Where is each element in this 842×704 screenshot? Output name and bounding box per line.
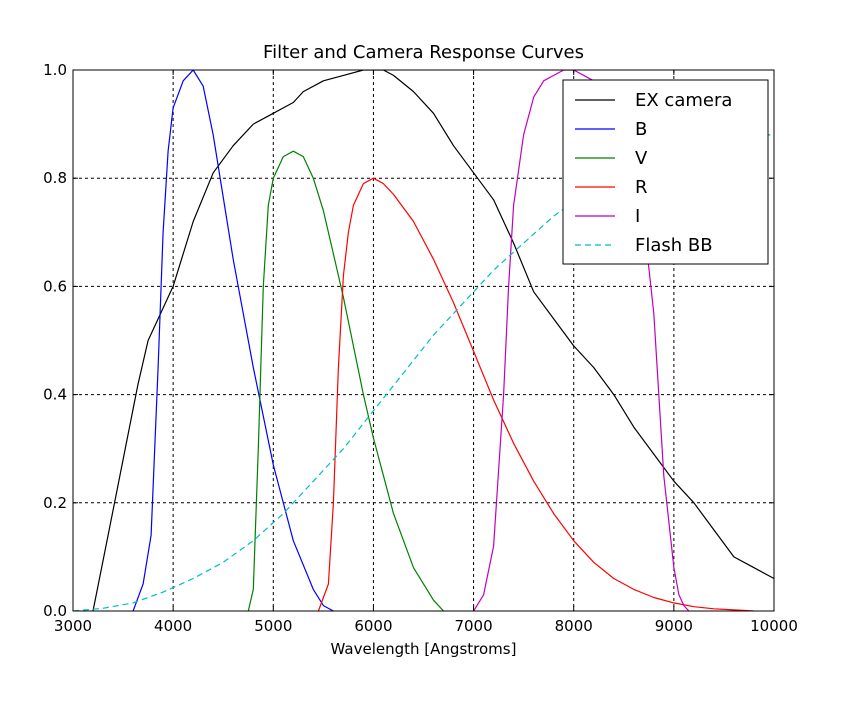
y-tick-label: 0.0 xyxy=(43,602,67,620)
series-line-r xyxy=(317,177,755,611)
x-tick-label: 9000 xyxy=(655,617,693,635)
x-tick-label: 5000 xyxy=(254,617,292,635)
series-line-v xyxy=(247,150,444,611)
y-tick-label: 0.2 xyxy=(43,494,67,512)
legend-label: I xyxy=(635,206,640,227)
series-line-b xyxy=(132,70,334,611)
x-tick-label: 8000 xyxy=(555,617,593,635)
x-tick-label: 3000 xyxy=(54,617,92,635)
plot-frame xyxy=(72,69,775,612)
legend-label: R xyxy=(635,177,648,198)
y-tick-label: 0.8 xyxy=(43,169,67,187)
series-line-i xyxy=(473,70,690,611)
legend-label: V xyxy=(635,148,648,169)
x-tick-label: 4000 xyxy=(154,617,192,635)
y-tick-label: 1.0 xyxy=(43,61,67,79)
x-tick-label: 10000 xyxy=(750,617,798,635)
x-axis-label: Wavelength [Angstroms] xyxy=(331,640,517,658)
x-tick-label: 6000 xyxy=(354,617,392,635)
y-tick-label: 0.4 xyxy=(43,386,67,404)
chart-title: Filter and Camera Response Curves xyxy=(263,42,584,63)
series-line-ex-camera xyxy=(92,70,774,611)
series-line-flash-bb xyxy=(73,134,774,611)
legend-label: B xyxy=(635,119,647,140)
y-tick-label: 0.6 xyxy=(43,277,67,295)
legend-label: Flash BB xyxy=(635,235,713,256)
series-lines xyxy=(73,70,774,611)
x-tick-label: 7000 xyxy=(454,617,492,635)
legend-label: EX camera xyxy=(635,90,732,111)
legend-box xyxy=(562,79,769,265)
